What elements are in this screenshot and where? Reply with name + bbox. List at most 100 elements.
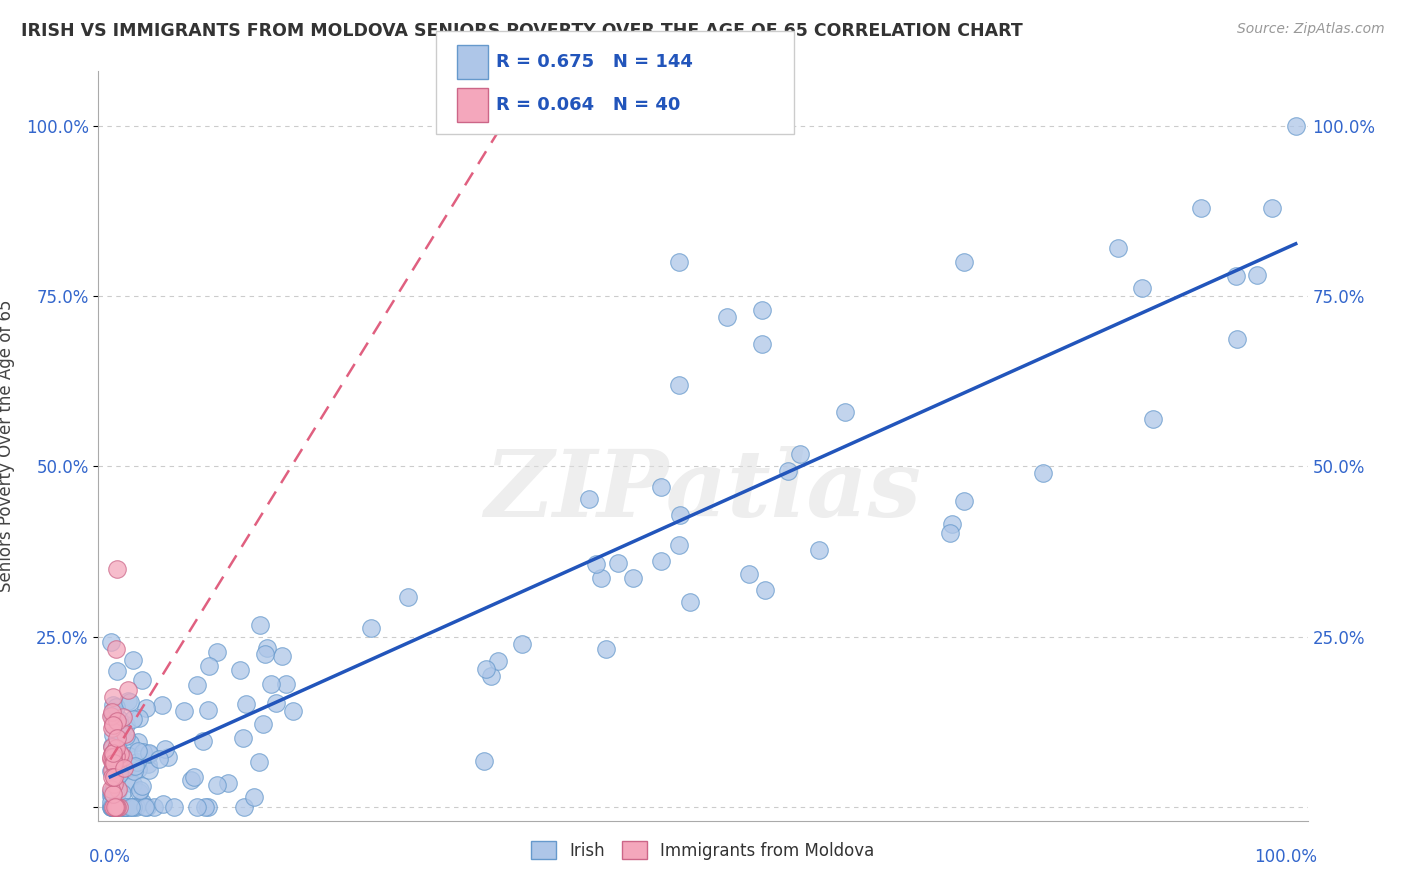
- Point: [103, 728, 125, 742]
- Point: [260, 677, 283, 691]
- Point: [103, 800, 125, 814]
- Point: [953, 493, 976, 508]
- Text: Source: ZipAtlas.com: Source: ZipAtlas.com: [1237, 22, 1385, 37]
- Point: [135, 701, 157, 715]
- Point: [510, 637, 533, 651]
- Point: [1261, 201, 1284, 215]
- Point: [589, 571, 612, 585]
- Point: [107, 784, 129, 798]
- Point: [150, 698, 173, 712]
- Point: [128, 784, 150, 798]
- Point: [118, 800, 141, 814]
- Point: [249, 617, 271, 632]
- Point: [114, 727, 136, 741]
- Point: [232, 731, 254, 746]
- Point: [243, 789, 266, 804]
- Point: [135, 800, 157, 814]
- Point: [100, 750, 122, 764]
- Point: [475, 662, 498, 676]
- Point: [253, 648, 276, 662]
- Point: [104, 641, 127, 656]
- Point: [125, 755, 148, 769]
- Point: [112, 800, 135, 814]
- Point: [100, 800, 122, 814]
- Point: [104, 800, 127, 814]
- Point: [114, 800, 136, 814]
- Point: [101, 739, 124, 754]
- Point: [100, 634, 122, 648]
- Point: [127, 744, 149, 758]
- Point: [105, 800, 128, 814]
- Point: [100, 770, 122, 784]
- Point: [270, 648, 292, 663]
- Point: [100, 709, 122, 723]
- Point: [595, 642, 617, 657]
- Point: [186, 678, 208, 692]
- Point: [679, 595, 702, 609]
- Text: 100.0%: 100.0%: [1254, 848, 1317, 866]
- Point: [108, 767, 131, 781]
- Point: [104, 800, 127, 814]
- Point: [112, 800, 135, 814]
- Point: [235, 697, 257, 711]
- Point: [754, 583, 776, 598]
- Point: [120, 800, 142, 814]
- Point: [105, 664, 128, 678]
- Y-axis label: Seniors Poverty Over the Age of 65: Seniors Poverty Over the Age of 65: [0, 300, 14, 592]
- Point: [131, 673, 153, 687]
- Point: [114, 730, 136, 744]
- Point: [134, 800, 156, 814]
- Text: 0.0%: 0.0%: [89, 848, 131, 866]
- Point: [737, 566, 759, 581]
- Point: [1189, 201, 1212, 215]
- Point: [120, 695, 142, 709]
- Point: [105, 741, 128, 756]
- Point: [103, 800, 125, 814]
- Point: [118, 775, 141, 789]
- Point: [114, 800, 136, 814]
- Point: [128, 783, 150, 797]
- Point: [127, 735, 149, 749]
- Point: [104, 800, 127, 814]
- Point: [100, 708, 122, 723]
- Point: [103, 756, 125, 770]
- Point: [110, 718, 132, 732]
- Point: [131, 780, 153, 794]
- Point: [101, 747, 124, 761]
- Point: [207, 645, 229, 659]
- Point: [191, 734, 214, 748]
- Point: [152, 797, 174, 812]
- Point: [360, 621, 382, 635]
- Point: [105, 731, 128, 745]
- Legend: Irish, Immigrants from Moldova: Irish, Immigrants from Moldova: [524, 835, 882, 866]
- Point: [1032, 466, 1054, 480]
- Point: [789, 447, 811, 461]
- Point: [105, 714, 128, 728]
- Point: [103, 777, 125, 791]
- Point: [716, 310, 738, 324]
- Point: [256, 641, 278, 656]
- Point: [101, 750, 124, 764]
- Point: [218, 775, 240, 789]
- Point: [101, 715, 124, 730]
- Point: [105, 768, 128, 782]
- Point: [101, 800, 124, 814]
- Point: [247, 755, 270, 769]
- Point: [128, 711, 150, 725]
- Point: [163, 800, 186, 814]
- Point: [124, 758, 146, 772]
- Point: [100, 705, 122, 719]
- Point: [108, 757, 131, 772]
- Point: [115, 763, 138, 777]
- Point: [103, 746, 125, 760]
- Point: [114, 718, 136, 732]
- Point: [1285, 119, 1308, 133]
- Point: [751, 302, 773, 317]
- Point: [100, 764, 122, 778]
- Point: [621, 571, 644, 585]
- Point: [125, 800, 148, 814]
- Point: [136, 757, 159, 772]
- Point: [751, 336, 773, 351]
- Point: [117, 694, 139, 708]
- Point: [100, 795, 122, 809]
